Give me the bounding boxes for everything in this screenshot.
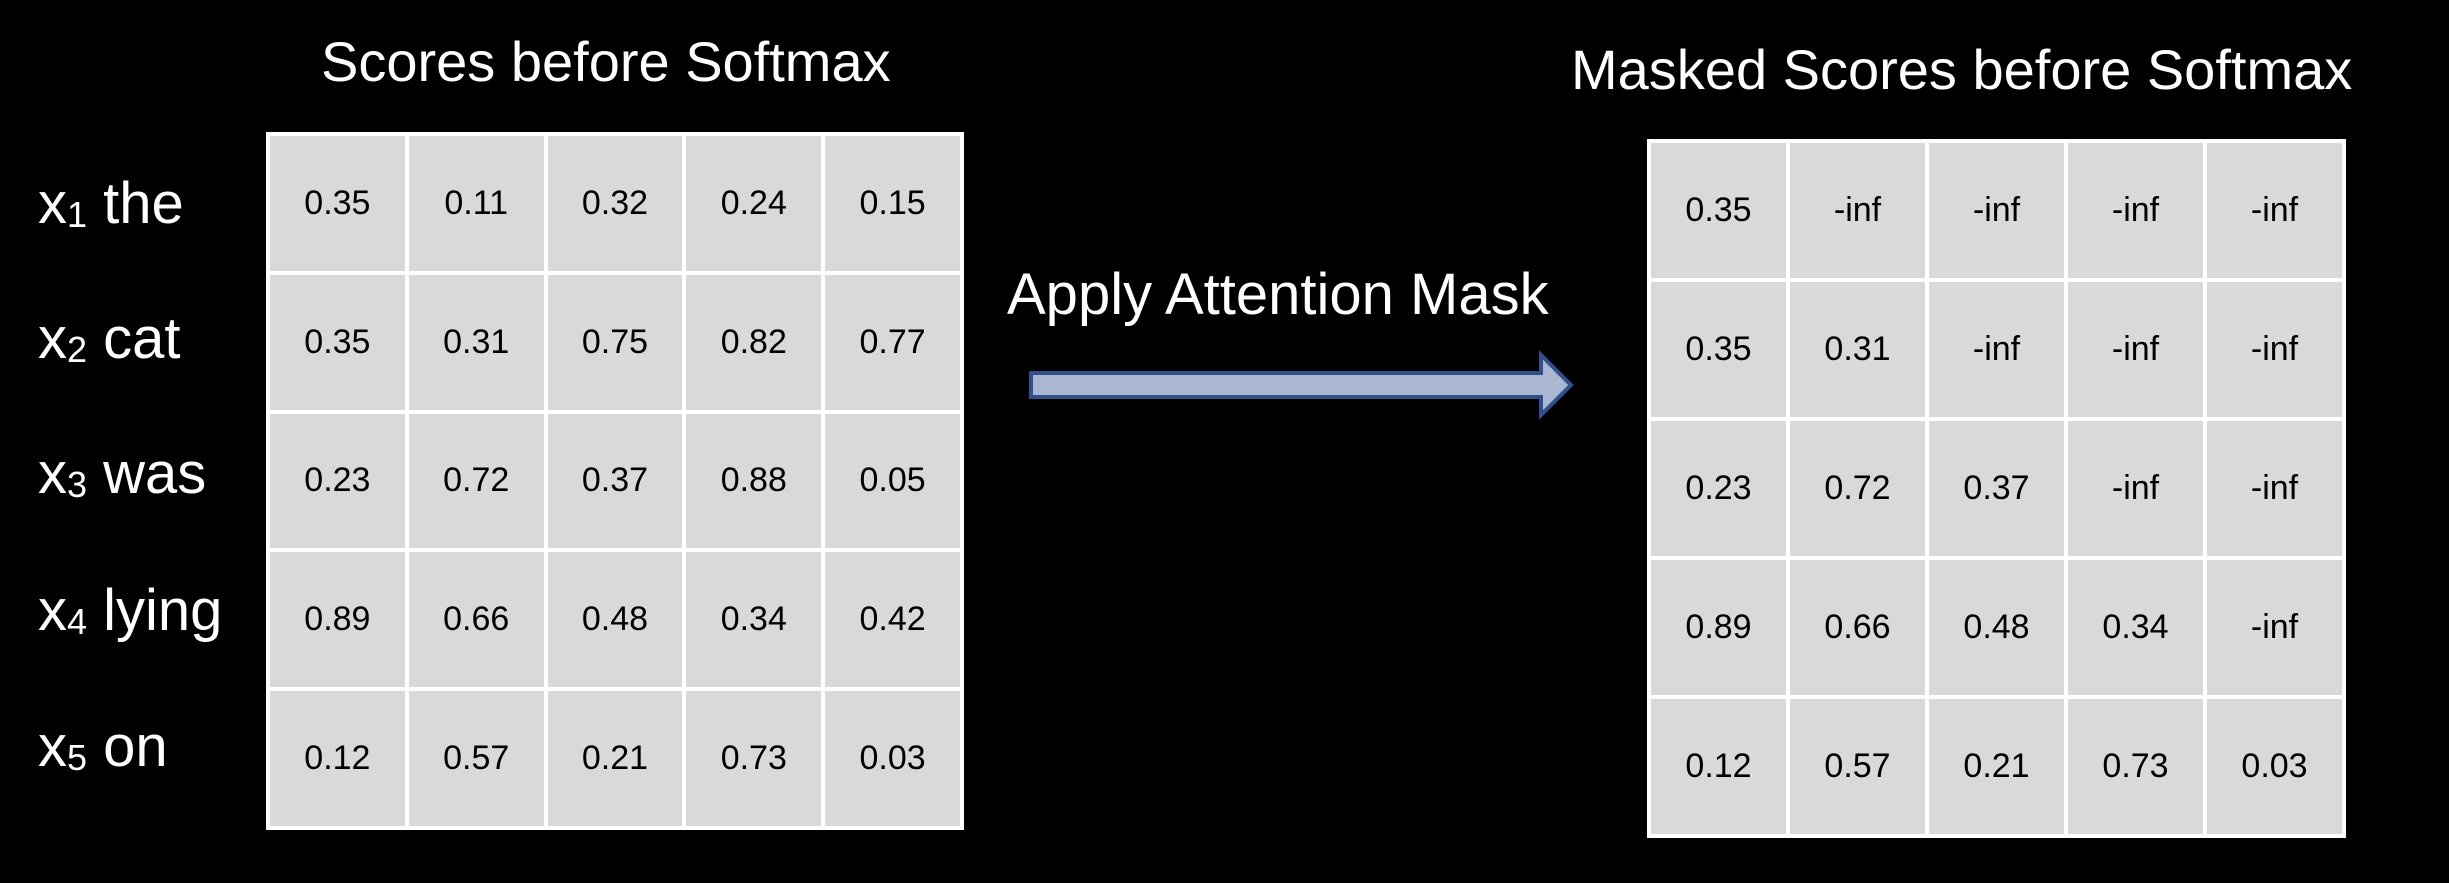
token-word: cat	[103, 306, 181, 371]
matrix-cell: 0.89	[270, 552, 405, 688]
matrix-cell: 0.35	[1651, 143, 1786, 278]
matrix-cell: -inf	[2207, 421, 2342, 556]
token-label: x2 cat	[38, 310, 181, 368]
matrix-cell: 0.34	[686, 552, 822, 688]
matrix-cell: 0.11	[408, 136, 544, 271]
token-index: 4	[67, 601, 88, 642]
matrix-cell: 0.05	[825, 413, 960, 549]
matrix-cell: 0.23	[1651, 421, 1786, 556]
matrix-cell: 0.35	[270, 274, 405, 410]
matrix-cell: 0.32	[547, 136, 683, 271]
matrix-cell: 0.23	[270, 413, 405, 549]
matrix-cell: -inf	[2207, 282, 2342, 417]
matrix-cell: -inf	[2207, 560, 2342, 695]
matrix-cell: 0.12	[270, 691, 405, 826]
matrix-cell: 0.37	[1929, 421, 2064, 556]
matrix-cell: -inf	[2068, 282, 2203, 417]
arrow-caption: Apply Attention Mask	[1007, 262, 1549, 327]
arrow-shape	[1029, 350, 1574, 420]
token-label: x4 lying	[38, 582, 222, 640]
matrix-cell: -inf	[1790, 143, 1925, 278]
matrix-cell: -inf	[2068, 143, 2203, 278]
matrix-cell: 0.72	[1790, 421, 1925, 556]
matrix-cell: 0.31	[1790, 282, 1925, 417]
matrix-cell: 0.66	[408, 552, 544, 688]
token-index: 3	[67, 464, 88, 505]
matrix-cell: 0.57	[408, 691, 544, 826]
matrix-cell: 0.82	[686, 274, 822, 410]
matrix-cell: 0.73	[2068, 699, 2203, 834]
token-label: x5 on	[38, 718, 168, 776]
matrix-cell: 0.88	[686, 413, 822, 549]
token-word: the	[103, 171, 184, 236]
matrix-cell: 0.34	[2068, 560, 2203, 695]
matrix-cell: 0.89	[1651, 560, 1786, 695]
matrix-cell: 0.24	[686, 136, 822, 271]
matrix-cell: -inf	[1929, 282, 2064, 417]
matrix-cell: -inf	[1929, 143, 2064, 278]
token-index: 5	[67, 737, 88, 778]
matrix-cell: 0.73	[686, 691, 822, 826]
matrix-cell: 0.03	[2207, 699, 2342, 834]
scores-matrix: 0.35 0.11 0.32 0.24 0.15 0.35 0.31 0.75 0.82 0.77…	[266, 132, 964, 830]
token-word: lying	[103, 578, 223, 643]
matrix-cell: 0.57	[1790, 699, 1925, 834]
right-matrix-title: Masked Scores before Softmax	[1571, 38, 2353, 101]
matrix-cell: 0.15	[825, 136, 960, 271]
matrix-cell: 0.31	[408, 274, 544, 410]
matrix-cell: 0.77	[825, 274, 960, 410]
token-index: 1	[67, 194, 88, 235]
left-matrix-title: Scores before Softmax	[321, 30, 891, 93]
token-var: x	[38, 306, 67, 371]
matrix-cell: 0.75	[547, 274, 683, 410]
token-var: x	[38, 171, 67, 236]
matrix-cell: 0.37	[547, 413, 683, 549]
matrix-cell: -inf	[2068, 421, 2203, 556]
token-var: x	[38, 578, 67, 643]
token-var: x	[38, 441, 67, 506]
token-label: x1 the	[38, 175, 184, 233]
matrix-cell: 0.03	[825, 691, 960, 826]
matrix-cell: -inf	[2207, 143, 2342, 278]
matrix-cell: 0.72	[408, 413, 544, 549]
matrix-cell: 0.21	[547, 691, 683, 826]
token-index: 2	[67, 329, 88, 370]
token-word: was	[103, 441, 207, 506]
right-arrow-icon	[1029, 350, 1574, 420]
matrix-cell: 0.66	[1790, 560, 1925, 695]
matrix-cell: 0.35	[1651, 282, 1786, 417]
matrix-cell: 0.35	[270, 136, 405, 271]
token-word: on	[103, 714, 168, 779]
masked-scores-matrix: 0.35 -inf -inf -inf -inf 0.35 0.31 -inf -inf -inf…	[1647, 139, 2346, 838]
token-label: x3 was	[38, 445, 206, 503]
matrix-cell: 0.48	[1929, 560, 2064, 695]
matrix-cell: 0.12	[1651, 699, 1786, 834]
matrix-cell: 0.21	[1929, 699, 2064, 834]
matrix-cell: 0.48	[547, 552, 683, 688]
token-var: x	[38, 714, 67, 779]
matrix-cell: 0.42	[825, 552, 960, 688]
